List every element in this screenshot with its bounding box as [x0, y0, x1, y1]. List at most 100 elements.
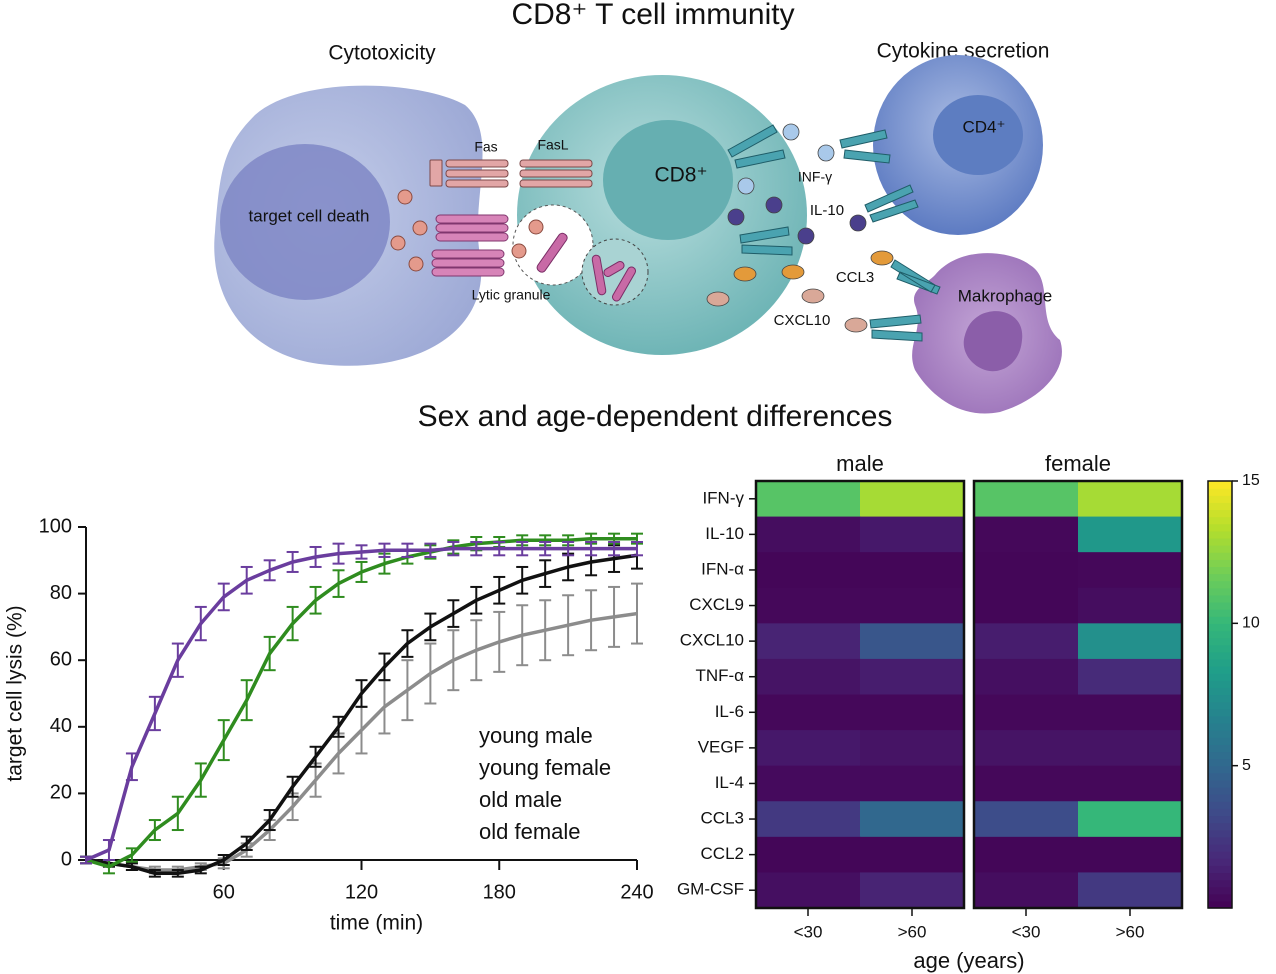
perforin: [431, 214, 509, 277]
label: Fas: [474, 139, 497, 155]
colorbar-step: [1208, 502, 1232, 511]
y-tick-label: TNF-α: [695, 666, 744, 685]
label: IL-10: [810, 202, 844, 219]
x-axis-label: time (min): [330, 912, 423, 935]
colorbar-step: [1208, 851, 1232, 859]
label: CCL3: [836, 269, 874, 286]
heatmap-cell: [1078, 552, 1183, 589]
cytokines: [706, 123, 894, 333]
heatmap-cell: [756, 516, 861, 553]
colorbar-step: [1208, 794, 1232, 802]
colorbar-step: [1208, 779, 1232, 788]
legend-entry: young male: [479, 723, 593, 748]
panel-title: female: [1045, 451, 1111, 476]
colorbar-step: [1208, 630, 1232, 639]
x-tick-label: 180: [483, 881, 516, 903]
colorbar-step: [1208, 530, 1232, 539]
colorbar-step: [1208, 737, 1232, 745]
y-tick-label: CCL3: [701, 809, 744, 828]
colorbar-step: [1208, 509, 1232, 518]
colorbar-step: [1208, 730, 1232, 738]
colorbar-step: [1208, 843, 1232, 852]
label: Cytokine secretion: [877, 40, 1050, 63]
heatmap-cell: [1078, 623, 1183, 660]
heatmap-cell: [756, 658, 861, 695]
colorbar-step: [1208, 573, 1232, 582]
cd8-nucleus: [603, 120, 733, 240]
heatmap-cell: [860, 623, 965, 660]
heatmap-cell: [974, 765, 1079, 802]
heatmap-cell: [860, 730, 965, 767]
y-tick-label: 20: [50, 782, 72, 804]
heatmap-cell: [860, 836, 965, 873]
colorbar-step: [1208, 644, 1232, 653]
label: FasL: [537, 137, 568, 153]
heatmap-cell: [860, 481, 965, 518]
x-tick-label: 120: [345, 881, 378, 903]
granzymes: [390, 189, 544, 272]
colorbar-step: [1208, 609, 1232, 617]
y-axis-label: target cell lysis (%): [4, 605, 27, 781]
heatmap-cell: [756, 481, 861, 518]
x-tick-label: 60: [213, 881, 235, 903]
colorbar-step: [1208, 808, 1232, 817]
heatmap-cell: [860, 516, 965, 553]
label: target cell death: [249, 206, 370, 225]
colorbar-step: [1208, 687, 1232, 696]
colorbar-step: [1208, 829, 1232, 838]
colorbar-step: [1208, 900, 1232, 909]
heatmap-cell: [860, 694, 965, 731]
colorbar-step: [1208, 872, 1232, 881]
label: Makrophage: [958, 286, 1053, 305]
colorbar-step: [1208, 601, 1232, 610]
x-tick-label: >60: [1116, 922, 1145, 941]
heatmap-cell: [860, 801, 965, 838]
y-tick-label: 100: [39, 515, 72, 537]
colorbar-tick-label: 5: [1242, 757, 1251, 774]
heatmap-cell: [756, 587, 861, 624]
colorbar-step: [1208, 523, 1232, 532]
heatmap-cell: [756, 730, 861, 767]
colorbar-step: [1208, 651, 1232, 660]
heatmap-cell: [1078, 481, 1183, 518]
colorbar-step: [1208, 580, 1232, 589]
colorbar-step: [1208, 623, 1232, 632]
colorbar-step: [1208, 516, 1232, 525]
heatmap-cell: [756, 552, 861, 589]
heatmap-cell: [860, 872, 965, 909]
y-tick-label: CXCL9: [689, 595, 744, 614]
y-tick-label: GM-CSF: [677, 880, 744, 899]
y-tick-label: IL-4: [715, 773, 744, 792]
heatmap-cell: [1078, 872, 1183, 909]
label: INF-γ: [798, 169, 832, 185]
x-axis-label: age (years): [913, 948, 1024, 973]
colorbar-step: [1208, 545, 1232, 553]
colorbar-step: [1208, 858, 1232, 866]
heatmap-cell: [974, 694, 1079, 731]
heatmap-cell: [1078, 587, 1183, 624]
heatmap-cell: [974, 658, 1079, 695]
panel-frame: [754, 479, 966, 910]
heatmap-cell: [974, 730, 1079, 767]
legend-entry: young female: [479, 755, 611, 780]
granule-rods: [536, 232, 636, 302]
heatmap-cell: [1078, 694, 1183, 731]
colorbar-step: [1208, 552, 1232, 560]
figure-title: CD8⁺ T cell immunity: [511, 0, 794, 31]
heatmap-cell: [974, 623, 1079, 660]
colorbar-step: [1208, 708, 1232, 717]
colorbar-step: [1208, 787, 1232, 795]
diagram: CD8⁺ T cell immunity Cytotoxicity Cytoki…: [214, 0, 1062, 433]
colorbar-tick-label: 10: [1242, 615, 1260, 632]
colorbar-step: [1208, 666, 1232, 674]
error-bar: [631, 582, 643, 645]
colorbar-step: [1208, 587, 1232, 596]
label: Lytic granule: [472, 287, 551, 303]
target-nucleus: [220, 144, 390, 300]
label: CD4⁺: [963, 117, 1006, 136]
x-tick-label: <30: [794, 922, 823, 941]
x-tick-label: >60: [898, 922, 927, 941]
panel-frame: [972, 479, 1184, 910]
colorbar-step: [1208, 893, 1232, 902]
heatmap-cell: [860, 765, 965, 802]
